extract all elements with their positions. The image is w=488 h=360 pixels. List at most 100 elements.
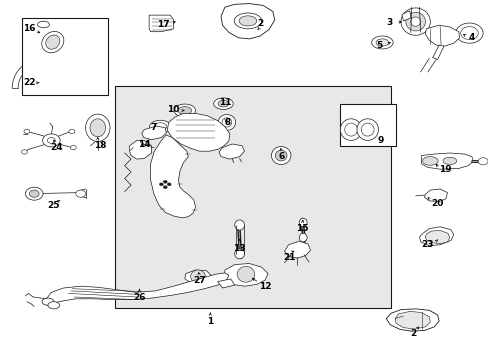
Ellipse shape	[174, 104, 195, 117]
Polygon shape	[167, 113, 229, 151]
Ellipse shape	[477, 158, 487, 165]
Polygon shape	[219, 144, 244, 159]
Polygon shape	[425, 25, 459, 46]
Ellipse shape	[42, 298, 54, 305]
Ellipse shape	[25, 187, 43, 200]
Polygon shape	[217, 279, 234, 288]
Ellipse shape	[271, 147, 290, 165]
Ellipse shape	[47, 138, 55, 143]
Bar	[115, 86, 390, 308]
Ellipse shape	[460, 27, 477, 40]
Ellipse shape	[190, 270, 205, 283]
Polygon shape	[284, 241, 310, 258]
Text: 26: 26	[133, 292, 145, 302]
Text: 3: 3	[386, 18, 391, 27]
Ellipse shape	[375, 39, 388, 46]
Text: 8: 8	[224, 118, 230, 127]
Ellipse shape	[234, 13, 261, 29]
Ellipse shape	[163, 180, 167, 183]
Text: 25: 25	[47, 201, 60, 210]
Ellipse shape	[29, 190, 39, 197]
Polygon shape	[424, 189, 447, 202]
Text: 22: 22	[23, 78, 36, 87]
Polygon shape	[224, 264, 267, 286]
Polygon shape	[184, 270, 211, 284]
Ellipse shape	[275, 150, 286, 161]
Text: 5: 5	[375, 41, 381, 50]
Ellipse shape	[149, 120, 171, 133]
Ellipse shape	[159, 183, 163, 186]
Polygon shape	[419, 227, 453, 246]
Ellipse shape	[239, 16, 256, 26]
Ellipse shape	[163, 186, 167, 189]
Polygon shape	[221, 4, 274, 39]
Ellipse shape	[90, 119, 105, 137]
Polygon shape	[149, 15, 173, 32]
Polygon shape	[129, 140, 151, 159]
Ellipse shape	[237, 266, 254, 282]
Text: 19: 19	[438, 165, 450, 174]
Bar	[22, 18, 107, 95]
Ellipse shape	[213, 98, 233, 109]
Polygon shape	[43, 273, 228, 305]
Ellipse shape	[218, 114, 235, 130]
Text: 23: 23	[421, 240, 433, 249]
Ellipse shape	[46, 35, 60, 49]
Text: 15: 15	[295, 224, 308, 233]
Ellipse shape	[48, 302, 60, 309]
Ellipse shape	[41, 31, 64, 53]
Text: 4: 4	[468, 33, 474, 42]
Ellipse shape	[455, 23, 482, 43]
Polygon shape	[142, 126, 166, 140]
Ellipse shape	[422, 157, 437, 165]
Ellipse shape	[442, 157, 456, 165]
Polygon shape	[421, 153, 472, 169]
Text: 1: 1	[207, 317, 213, 325]
Ellipse shape	[178, 107, 191, 114]
Ellipse shape	[69, 129, 75, 134]
Ellipse shape	[234, 249, 244, 259]
Ellipse shape	[42, 134, 60, 147]
Polygon shape	[394, 311, 429, 329]
Text: 2: 2	[409, 328, 415, 338]
Text: 11: 11	[218, 98, 231, 107]
Text: 18: 18	[94, 141, 106, 150]
Ellipse shape	[222, 118, 231, 127]
Polygon shape	[386, 309, 438, 331]
Text: 14: 14	[138, 140, 151, 149]
Ellipse shape	[361, 123, 373, 136]
Text: 17: 17	[157, 20, 170, 29]
Ellipse shape	[24, 129, 30, 134]
Text: 27: 27	[193, 276, 205, 285]
Polygon shape	[401, 11, 410, 21]
Polygon shape	[150, 135, 195, 218]
Polygon shape	[425, 230, 449, 244]
Bar	[339, 104, 395, 146]
Ellipse shape	[167, 183, 171, 186]
Text: 21: 21	[283, 253, 295, 262]
Ellipse shape	[405, 12, 425, 31]
Ellipse shape	[218, 100, 228, 107]
Text: 7: 7	[150, 123, 157, 132]
Text: 13: 13	[233, 244, 245, 253]
Ellipse shape	[70, 145, 76, 150]
Text: 16: 16	[23, 24, 36, 33]
Ellipse shape	[234, 220, 244, 230]
Text: 2: 2	[257, 18, 263, 28]
Ellipse shape	[21, 150, 27, 154]
Text: 9: 9	[377, 136, 383, 145]
Ellipse shape	[38, 21, 49, 28]
Text: 6: 6	[278, 152, 284, 161]
Ellipse shape	[340, 119, 361, 140]
Ellipse shape	[299, 218, 306, 227]
Text: 20: 20	[430, 199, 443, 208]
Ellipse shape	[299, 233, 306, 242]
Ellipse shape	[371, 36, 392, 49]
Text: 12: 12	[258, 282, 271, 291]
Ellipse shape	[344, 123, 357, 136]
Ellipse shape	[76, 190, 85, 197]
Ellipse shape	[85, 114, 110, 141]
Ellipse shape	[410, 17, 420, 26]
Ellipse shape	[400, 8, 429, 35]
Ellipse shape	[356, 119, 378, 140]
